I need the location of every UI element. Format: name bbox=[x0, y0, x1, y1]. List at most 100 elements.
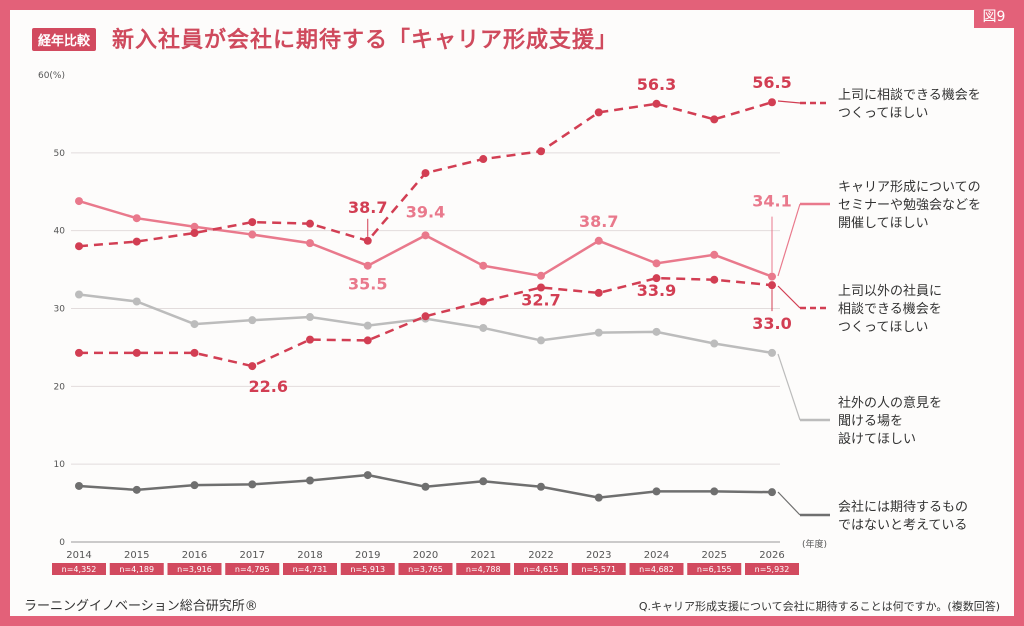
source-label: ラーニングイノベーション総合研究所® bbox=[24, 599, 258, 614]
legend-label: つくってほしい bbox=[838, 320, 928, 335]
data-point bbox=[768, 98, 776, 107]
data-point bbox=[363, 471, 372, 480]
data-label: 33.0 bbox=[752, 314, 791, 333]
legend-label: キャリア形成についての bbox=[838, 180, 981, 195]
y-unit-label: 60(%) bbox=[38, 71, 65, 81]
data-point bbox=[190, 348, 199, 357]
data-point bbox=[537, 271, 545, 280]
y-tick-label: 30 bbox=[54, 305, 66, 315]
data-point bbox=[768, 348, 776, 357]
data-point bbox=[190, 222, 199, 231]
data-point bbox=[363, 261, 372, 270]
data-label: 35.5 bbox=[348, 275, 387, 294]
legend-label: 開催してほしい bbox=[838, 216, 929, 231]
data-point bbox=[652, 99, 661, 108]
data-point bbox=[594, 493, 603, 502]
y-tick-label: 10 bbox=[54, 460, 66, 470]
legend-label: 会社には期待するもの bbox=[838, 499, 968, 515]
x-tick-label: 2015 bbox=[124, 550, 149, 561]
data-point bbox=[479, 261, 488, 270]
sample-size-label: n=4,682 bbox=[639, 565, 674, 574]
x-tick-label: 2016 bbox=[182, 550, 207, 561]
sample-size-box bbox=[687, 563, 742, 575]
data-point bbox=[306, 476, 314, 485]
data-point bbox=[421, 231, 430, 240]
data-point bbox=[594, 328, 603, 337]
data-point bbox=[479, 323, 488, 332]
data-label: 34.1 bbox=[752, 192, 791, 211]
legend-label: 相談できる機会を bbox=[838, 301, 942, 317]
data-point bbox=[363, 236, 372, 245]
data-point bbox=[768, 281, 776, 290]
data-label: 39.4 bbox=[406, 202, 445, 221]
data-point bbox=[190, 320, 199, 329]
legend-label: 上司以外の社員に bbox=[838, 283, 942, 299]
x-tick-label: 2022 bbox=[528, 550, 553, 561]
data-point bbox=[75, 348, 83, 357]
legend-leader bbox=[777, 203, 801, 277]
data-label: 56.5 bbox=[752, 73, 791, 92]
data-point bbox=[248, 230, 257, 239]
data-point bbox=[421, 169, 430, 178]
comparison-badge: 経年比較 bbox=[32, 28, 97, 51]
data-point bbox=[421, 482, 430, 491]
x-tick-label: 2024 bbox=[644, 550, 669, 561]
data-point bbox=[594, 236, 603, 245]
data-point bbox=[248, 316, 257, 325]
data-point bbox=[306, 335, 314, 344]
sample-size-label: n=6,155 bbox=[697, 565, 732, 574]
sample-size-label: n=4,788 bbox=[466, 565, 501, 574]
sample-size-label: n=4,352 bbox=[62, 565, 97, 574]
data-point bbox=[652, 259, 661, 268]
data-point bbox=[306, 219, 314, 228]
y-tick-label: 50 bbox=[54, 149, 66, 159]
data-point bbox=[768, 272, 776, 281]
legend-label: 聞ける場を bbox=[838, 414, 903, 429]
data-point bbox=[132, 348, 141, 357]
data-point bbox=[75, 290, 83, 299]
data-point bbox=[363, 321, 372, 330]
data-point bbox=[306, 313, 314, 322]
sample-size-box bbox=[745, 563, 799, 575]
data-point bbox=[306, 239, 314, 248]
chart-title: 新入社員が会社に期待する「キャリア形成支援」 bbox=[112, 28, 619, 53]
x-tick-label: 2026 bbox=[759, 550, 784, 561]
legend-label: 設けてほしい bbox=[838, 431, 916, 447]
data-point bbox=[132, 485, 141, 494]
data-point bbox=[594, 288, 603, 297]
sample-size-box bbox=[629, 563, 684, 575]
sample-size-box bbox=[340, 563, 395, 575]
x-tick-label: 2014 bbox=[66, 550, 91, 561]
data-label: 38.7 bbox=[348, 198, 387, 217]
data-point bbox=[248, 480, 257, 489]
y-tick-label: 40 bbox=[54, 227, 66, 237]
data-point bbox=[479, 297, 488, 306]
sample-size-box bbox=[283, 563, 337, 575]
data-point bbox=[132, 214, 141, 223]
data-point bbox=[768, 488, 776, 497]
x-tick-label: 2025 bbox=[702, 550, 727, 561]
data-point bbox=[479, 477, 488, 486]
legend-leader bbox=[777, 285, 801, 309]
x-unit-label: (年度) bbox=[802, 538, 827, 550]
sample-size-label: n=3,765 bbox=[408, 565, 443, 574]
data-point bbox=[537, 147, 545, 156]
x-tick-label: 2023 bbox=[586, 550, 611, 561]
data-label: 56.3 bbox=[637, 75, 676, 94]
data-label: 32.7 bbox=[521, 290, 560, 309]
x-tick-label: 2020 bbox=[413, 550, 438, 561]
legend-leader bbox=[777, 353, 801, 421]
data-point bbox=[190, 229, 199, 238]
data-point bbox=[652, 274, 661, 283]
y-tick-label: 0 bbox=[59, 538, 65, 548]
data-point bbox=[75, 242, 83, 251]
data-point bbox=[363, 336, 372, 345]
sample-size-label: n=5,913 bbox=[350, 565, 385, 574]
data-point bbox=[421, 312, 430, 321]
sample-size-label: n=5,932 bbox=[755, 565, 790, 574]
sample-size-label: n=3,916 bbox=[177, 565, 212, 574]
data-point bbox=[652, 487, 661, 496]
x-tick-label: 2018 bbox=[297, 550, 322, 561]
legend-label: 上司に相談できる機会を bbox=[838, 87, 981, 103]
